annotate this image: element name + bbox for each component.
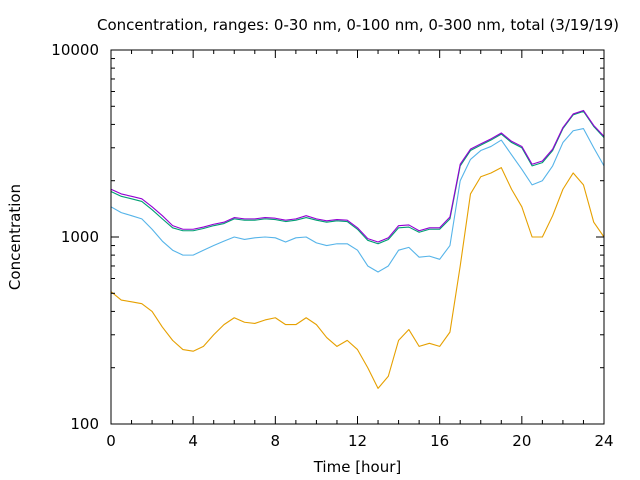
y-tick-label: 1000: [61, 228, 99, 246]
y-axis-label: Concentration: [6, 184, 24, 290]
series-line-1: [110, 128, 605, 273]
series-line-2: [110, 110, 605, 245]
x-tick-label: 0: [106, 432, 116, 450]
ticks-layer: 0 4 8 12 16 20 24 100 1000 10000: [51, 41, 613, 450]
plot-frame: [110, 49, 605, 425]
series-line-0: [110, 167, 605, 389]
y-tick-label: 100: [70, 415, 99, 433]
x-tick-label: 20: [512, 432, 531, 450]
x-axis-label: Time [hour]: [313, 458, 402, 476]
series-layer: [110, 109, 605, 389]
x-tick-label: 4: [188, 432, 198, 450]
x-tick-label: 16: [430, 432, 449, 450]
series-line-3: [110, 109, 605, 243]
x-tick-label: 8: [271, 432, 281, 450]
y-tick-label: 10000: [51, 41, 99, 59]
x-tick-label: 12: [348, 432, 367, 450]
x-tick-label: 24: [594, 432, 613, 450]
chart-title: Concentration, ranges: 0-30 nm, 0-100 nm…: [97, 16, 619, 34]
